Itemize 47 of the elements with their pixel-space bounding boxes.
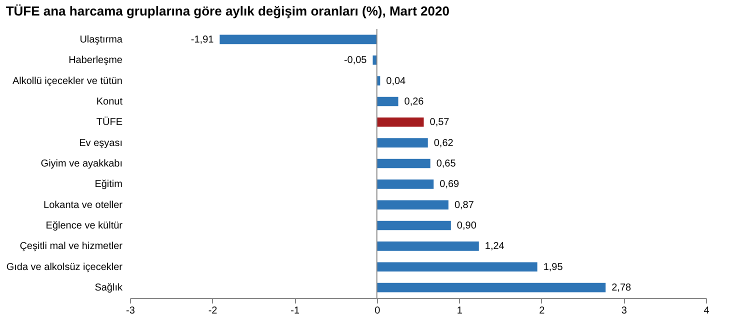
data-label: 0,62 [434,138,454,149]
data-label: 1,95 [543,262,564,273]
bar [376,138,428,148]
bar [376,117,424,127]
data-label: -1,91 [190,34,214,46]
y-tick-label: Ev eşyası [79,138,122,149]
x-tick-label: -1 [290,306,300,316]
data-label: 0,57 [430,117,450,128]
data-label: 2,78 [612,282,632,294]
y-tick-label: Eğitim [94,179,122,190]
data-label: 0,26 [404,96,424,108]
x-tick-label: 3 [621,306,628,316]
x-tick-label: -2 [208,306,218,316]
bar [376,282,606,292]
y-tick-label: Çeşitli mal ve hizmetler [20,241,124,252]
y-tick-label: Alkollü içecekler ve tütün [12,76,122,87]
data-label: -0,05 [344,55,368,66]
y-tick-label: Sağlık [94,282,124,294]
y-tick-label: Lokanta ve oteller [44,200,124,211]
data-label: 0,87 [454,200,474,211]
y-tick-label: Giyim ve ayakkabı [40,158,122,170]
data-label: 0,65 [436,158,456,170]
bar [376,96,398,106]
bar [376,262,538,272]
bar [376,158,430,168]
data-label: 0,90 [456,220,477,232]
bar [376,180,434,189]
y-tick-label: Konut [96,96,123,108]
y-tick-label: Haberleşme [68,55,123,66]
bar [376,200,448,210]
y-tick-label: Ulaştırma [80,34,123,46]
bar [220,34,377,44]
chart-title: TÜFE ana harcama gruplarına göre aylık değişim oranları (%), Mart 2020 [6,4,450,18]
bar [376,220,451,230]
bar [376,242,479,251]
y-tick-label: TÜFE [96,116,123,128]
x-tick-label: 1 [456,306,463,316]
x-tick-label: -3 [126,306,136,316]
x-tick-label: 0 [374,306,381,316]
x-tick-label: 4 [704,306,710,316]
data-label: 1,24 [484,241,505,252]
x-tick-label: 2 [539,306,546,316]
data-label: 0,69 [440,179,460,190]
y-tick-label: Eğlence ve kültür [46,220,124,232]
bar [372,55,377,65]
y-tick-label: Gıda ve alkolsüz içecekler [6,262,124,273]
data-label: 0,04 [386,76,406,87]
